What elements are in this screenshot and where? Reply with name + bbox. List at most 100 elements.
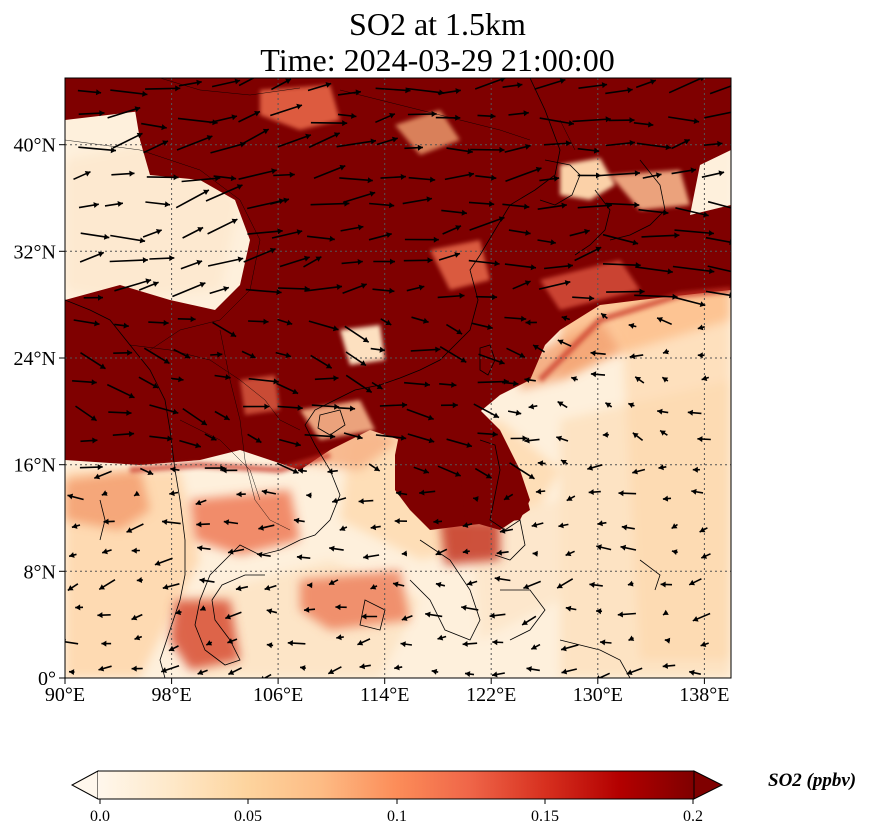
wind-arrow-head	[90, 415, 97, 421]
wind-arrow-head	[736, 108, 742, 114]
wind-arrow-head	[426, 196, 432, 203]
wind-arrow-head	[328, 668, 335, 674]
wind-arrow-shaft	[638, 208, 669, 214]
wind-arrow-head	[559, 78, 566, 84]
wind-arrow-shaft	[342, 191, 376, 204]
wind-arrow-head	[689, 669, 695, 676]
wind-arrow-head	[117, 201, 123, 207]
wind-arrow-head	[533, 345, 539, 351]
wind-arrow-head	[67, 585, 74, 591]
wind-arrow-shaft	[707, 265, 731, 273]
wind-arrow-head	[433, 236, 439, 243]
wind-arrow-head	[565, 140, 572, 147]
wind-arrow-head	[558, 522, 564, 529]
wind-arrow-head	[99, 110, 105, 117]
wind-arrow-head	[660, 430, 666, 436]
wind-arrow-head	[699, 301, 706, 307]
wind-arrow-shaft	[114, 279, 152, 292]
wind-arrow-head	[520, 315, 527, 322]
wind-arrow-head	[429, 176, 436, 183]
wind-arrow-head	[169, 490, 175, 497]
wind-arrow-head	[431, 668, 438, 675]
x-tick-label: 138°E	[679, 684, 729, 706]
x-tick: 106°E	[253, 678, 303, 706]
wind-arrow-head	[452, 402, 458, 409]
colorbar-tick-label: 0.15	[531, 808, 559, 825]
wind-arrow-head	[491, 174, 497, 181]
wind-arrow-head	[128, 392, 135, 399]
wind-arrow-head	[400, 173, 406, 180]
wind-arrow-shaft	[304, 434, 336, 438]
wind-arrow-head	[587, 464, 593, 471]
wind-arrow-head	[304, 255, 310, 262]
wind-arrow-head	[217, 351, 223, 358]
wind-arrow-head	[557, 583, 563, 589]
wind-arrow-shaft	[375, 434, 407, 440]
wind-arrow-head	[197, 227, 204, 233]
wind-arrow-head	[257, 551, 263, 558]
wind-arrow-head	[126, 527, 133, 533]
x-tick: 122°E	[466, 678, 516, 706]
wind-arrow-head	[596, 544, 602, 551]
wind-arrow-head	[596, 172, 601, 179]
wind-arrow-head	[392, 136, 398, 143]
wind-arrow-head	[99, 363, 106, 369]
wind-arrow-head	[103, 518, 109, 525]
wind-arrow-shaft	[241, 128, 270, 145]
wind-arrow-head	[709, 268, 715, 274]
wind-arrow-head	[498, 359, 505, 365]
wind-arrow-head	[389, 287, 395, 294]
so2-plume-gaps	[240, 85, 690, 440]
wind-arrow-head	[568, 120, 574, 127]
wind-arrow-head	[531, 521, 538, 528]
wind-arrow-head	[325, 363, 332, 369]
colorbar-tick: 0.2	[683, 799, 703, 825]
wind-arrow-head	[261, 489, 268, 495]
wind-arrow-head	[373, 465, 380, 471]
wind-arrow-head	[556, 435, 562, 442]
wind-arrow-shaft	[112, 132, 143, 149]
wind-arrow-head	[390, 258, 395, 265]
wind-arrow-head	[628, 402, 634, 409]
wind-arrow-shaft	[145, 87, 181, 90]
wind-arrow-shaft	[310, 202, 350, 206]
wind-arrow-head	[589, 295, 595, 302]
wind-arrow-shaft	[406, 87, 445, 94]
wind-arrow-head	[175, 609, 181, 616]
wind-arrow-shaft	[146, 176, 179, 179]
wind-arrow-head	[296, 229, 303, 236]
wind-arrow-head	[588, 489, 594, 495]
wind-arrow-head	[674, 232, 680, 239]
wind-arrow-head	[523, 583, 530, 590]
wind-arrow-head	[169, 255, 175, 262]
wind-arrow-head	[628, 323, 635, 329]
wind-arrow-head	[663, 209, 669, 216]
wind-arrow-head	[98, 251, 104, 258]
wind-arrow-head	[435, 549, 442, 556]
wind-arrow-head	[629, 140, 635, 146]
wind-arrow-head	[427, 414, 434, 421]
wind-arrow-head	[499, 527, 506, 534]
wind-arrow-head	[455, 225, 461, 231]
wind-arrow-shaft	[668, 78, 704, 94]
map-frame	[64, 77, 732, 679]
wind-arrow-head	[530, 264, 536, 271]
wind-arrow-head	[522, 619, 528, 625]
wind-arrow-head	[701, 553, 708, 559]
wind-arrow-head	[523, 110, 529, 117]
wind-arrow-shaft	[636, 142, 672, 149]
wind-arrow-head	[590, 350, 596, 357]
wind-arrow-head	[492, 431, 498, 438]
wind-arrow-head	[389, 113, 395, 119]
wind-arrow-head	[210, 435, 217, 441]
wind-arrow-shaft	[602, 263, 641, 267]
wind-arrow-head	[342, 120, 348, 127]
wind-arrow-head	[386, 232, 392, 238]
wind-arrow-shaft	[572, 118, 611, 123]
wind-arrow-head	[227, 638, 234, 644]
wind-arrow-head	[515, 409, 522, 416]
wind-arrow-head	[454, 252, 460, 258]
wind-arrow-head	[332, 325, 339, 332]
wind-arrow-head	[212, 119, 218, 126]
